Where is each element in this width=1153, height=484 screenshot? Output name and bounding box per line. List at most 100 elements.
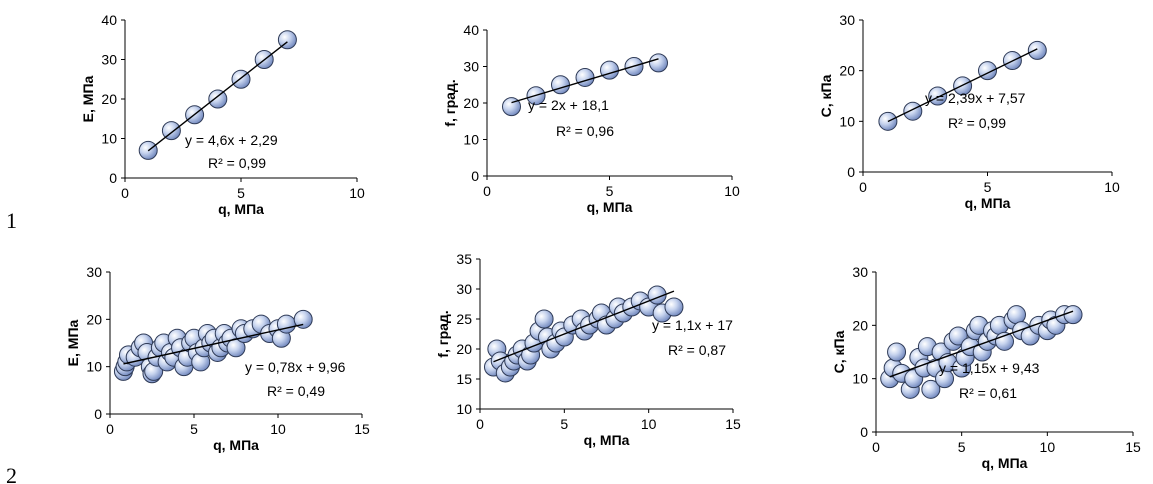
y-tick-label: 0 (471, 168, 479, 184)
x-axis-title: q, МПа (965, 195, 1011, 211)
y-tick-label: 20 (839, 63, 855, 79)
x-axis-title: q, МПа (584, 432, 630, 448)
trendline-equation: y = 0,78x + 9,96 (245, 359, 346, 375)
y-axis-title: E, МПа (80, 75, 96, 122)
x-tick-label: 0 (859, 179, 867, 195)
x-tick-label: 15 (1125, 439, 1141, 455)
data-point (903, 101, 923, 121)
x-tick-label: 0 (483, 183, 491, 199)
y-tick-label: 35 (456, 251, 472, 267)
r-squared-label: R² = 0,87 (668, 342, 726, 358)
chart-5: 10 15 20 25 30 35 0 5 10 15 q, МПа f, град. y = 1,1x… (435, 251, 741, 448)
y-tick-label: 30 (101, 52, 117, 68)
y-tick-label: 20 (101, 91, 117, 107)
trendline (123, 323, 304, 365)
y-tick-label: 30 (456, 281, 472, 297)
y-tick-label: 0 (109, 170, 117, 186)
y-axis-title: C, кПа (831, 330, 847, 373)
data-point (887, 342, 907, 362)
r-squared-label: R² = 0,61 (959, 385, 1017, 401)
x-tick-label: 10 (1104, 179, 1120, 195)
trendline (147, 41, 288, 152)
y-tick-label: 20 (463, 95, 479, 111)
x-tick-label: 5 (958, 439, 966, 455)
x-axis-title: q, МПа (982, 455, 1028, 471)
data-point (208, 89, 228, 109)
y-tick-label: 30 (852, 264, 868, 280)
trendline (889, 310, 1074, 378)
y-tick-label: 20 (456, 341, 472, 357)
y-tick-label: 10 (463, 132, 479, 148)
x-axis-title: q, МПа (587, 199, 633, 215)
y-tick-label: 0 (94, 406, 102, 422)
x-tick-label: 0 (476, 416, 484, 432)
data-point (551, 75, 570, 95)
y-axis-title: C, кПа (818, 74, 834, 117)
x-tick-label: 0 (872, 439, 880, 455)
data-point (276, 314, 296, 334)
chart-4: 0 10 20 30 0 5 10 15 q, МПа E, МПа y = 0,78x + 9,9… (65, 264, 370, 453)
trendline (493, 290, 675, 363)
x-tick-label: 5 (984, 179, 992, 195)
data-point (502, 97, 521, 117)
trendline-equation: y = 2,39x + 7,57 (925, 90, 1026, 106)
data-point (921, 379, 941, 399)
y-tick-label: 30 (839, 12, 855, 28)
y-tick-label: 30 (86, 264, 102, 280)
r-squared-label: R² = 0,99 (208, 155, 266, 171)
x-tick-label: 5 (190, 421, 198, 437)
y-axis-title: f, град. (442, 79, 458, 126)
y-tick-label: 0 (860, 424, 868, 440)
y-tick-label: 0 (847, 164, 855, 180)
r-squared-label: R² = 0,96 (556, 123, 614, 139)
data-point (277, 30, 297, 50)
row-label-2: 2 (6, 463, 17, 484)
r-squared-label: R² = 0,99 (948, 115, 1006, 131)
data-point (1006, 305, 1026, 325)
x-tick-label: 10 (270, 421, 286, 437)
x-tick-label: 10 (724, 183, 740, 199)
y-tick-label: 10 (852, 371, 868, 387)
y-tick-label: 25 (456, 311, 472, 327)
r-squared-label: R² = 0,49 (267, 383, 325, 399)
y-tick-label: 10 (456, 401, 472, 417)
data-point (928, 86, 948, 106)
y-tick-label: 40 (463, 22, 479, 38)
x-tick-label: 10 (349, 185, 365, 201)
y-tick-label: 20 (86, 311, 102, 327)
data-point (664, 297, 684, 317)
y-tick-label: 10 (101, 131, 117, 147)
chart-3: 0 10 20 30 0 5 10 q, МПа C, кПа y = 2,39x + 7,57 R… (818, 12, 1120, 211)
x-tick-label: 10 (1040, 439, 1056, 455)
x-tick-label: 5 (606, 183, 614, 199)
x-axis-title: q, МПа (218, 201, 264, 217)
data-point (534, 309, 554, 329)
data-point (948, 326, 968, 346)
trendline-equation: y = 2x + 18,1 (528, 97, 609, 113)
y-tick-label: 40 (101, 12, 117, 28)
x-tick-label: 0 (106, 421, 114, 437)
x-tick-label: 15 (725, 416, 741, 432)
x-tick-label: 5 (237, 185, 245, 201)
row-label-1: 1 (6, 208, 17, 233)
trendline-equation: y = 1,15x + 9,43 (939, 360, 1040, 376)
trendline (887, 48, 1038, 123)
data-point (1027, 40, 1047, 60)
x-tick-label: 0 (121, 185, 129, 201)
data-point (600, 60, 619, 80)
data-point (575, 67, 595, 87)
y-axis-title: E, МПа (65, 319, 81, 366)
data-point (1063, 305, 1083, 325)
chart-6: 0 10 20 30 0 5 10 15 q, МПа C, кПа y = 1,15x + 9,4… (831, 264, 1141, 471)
data-point (649, 53, 668, 73)
y-tick-label: 10 (839, 113, 855, 129)
y-tick-label: 30 (463, 59, 479, 75)
trendline-equation: y = 1,1x + 17 (652, 317, 733, 333)
y-tick-label: 15 (456, 371, 472, 387)
y-axis-title: f, град. (435, 310, 451, 357)
x-tick-label: 15 (354, 421, 370, 437)
data-point (161, 121, 181, 141)
x-tick-label: 10 (641, 416, 657, 432)
chart-2: 0 10 20 30 40 0 5 10 q, МПа f, град. y = 2x + 18,1… (442, 22, 740, 215)
